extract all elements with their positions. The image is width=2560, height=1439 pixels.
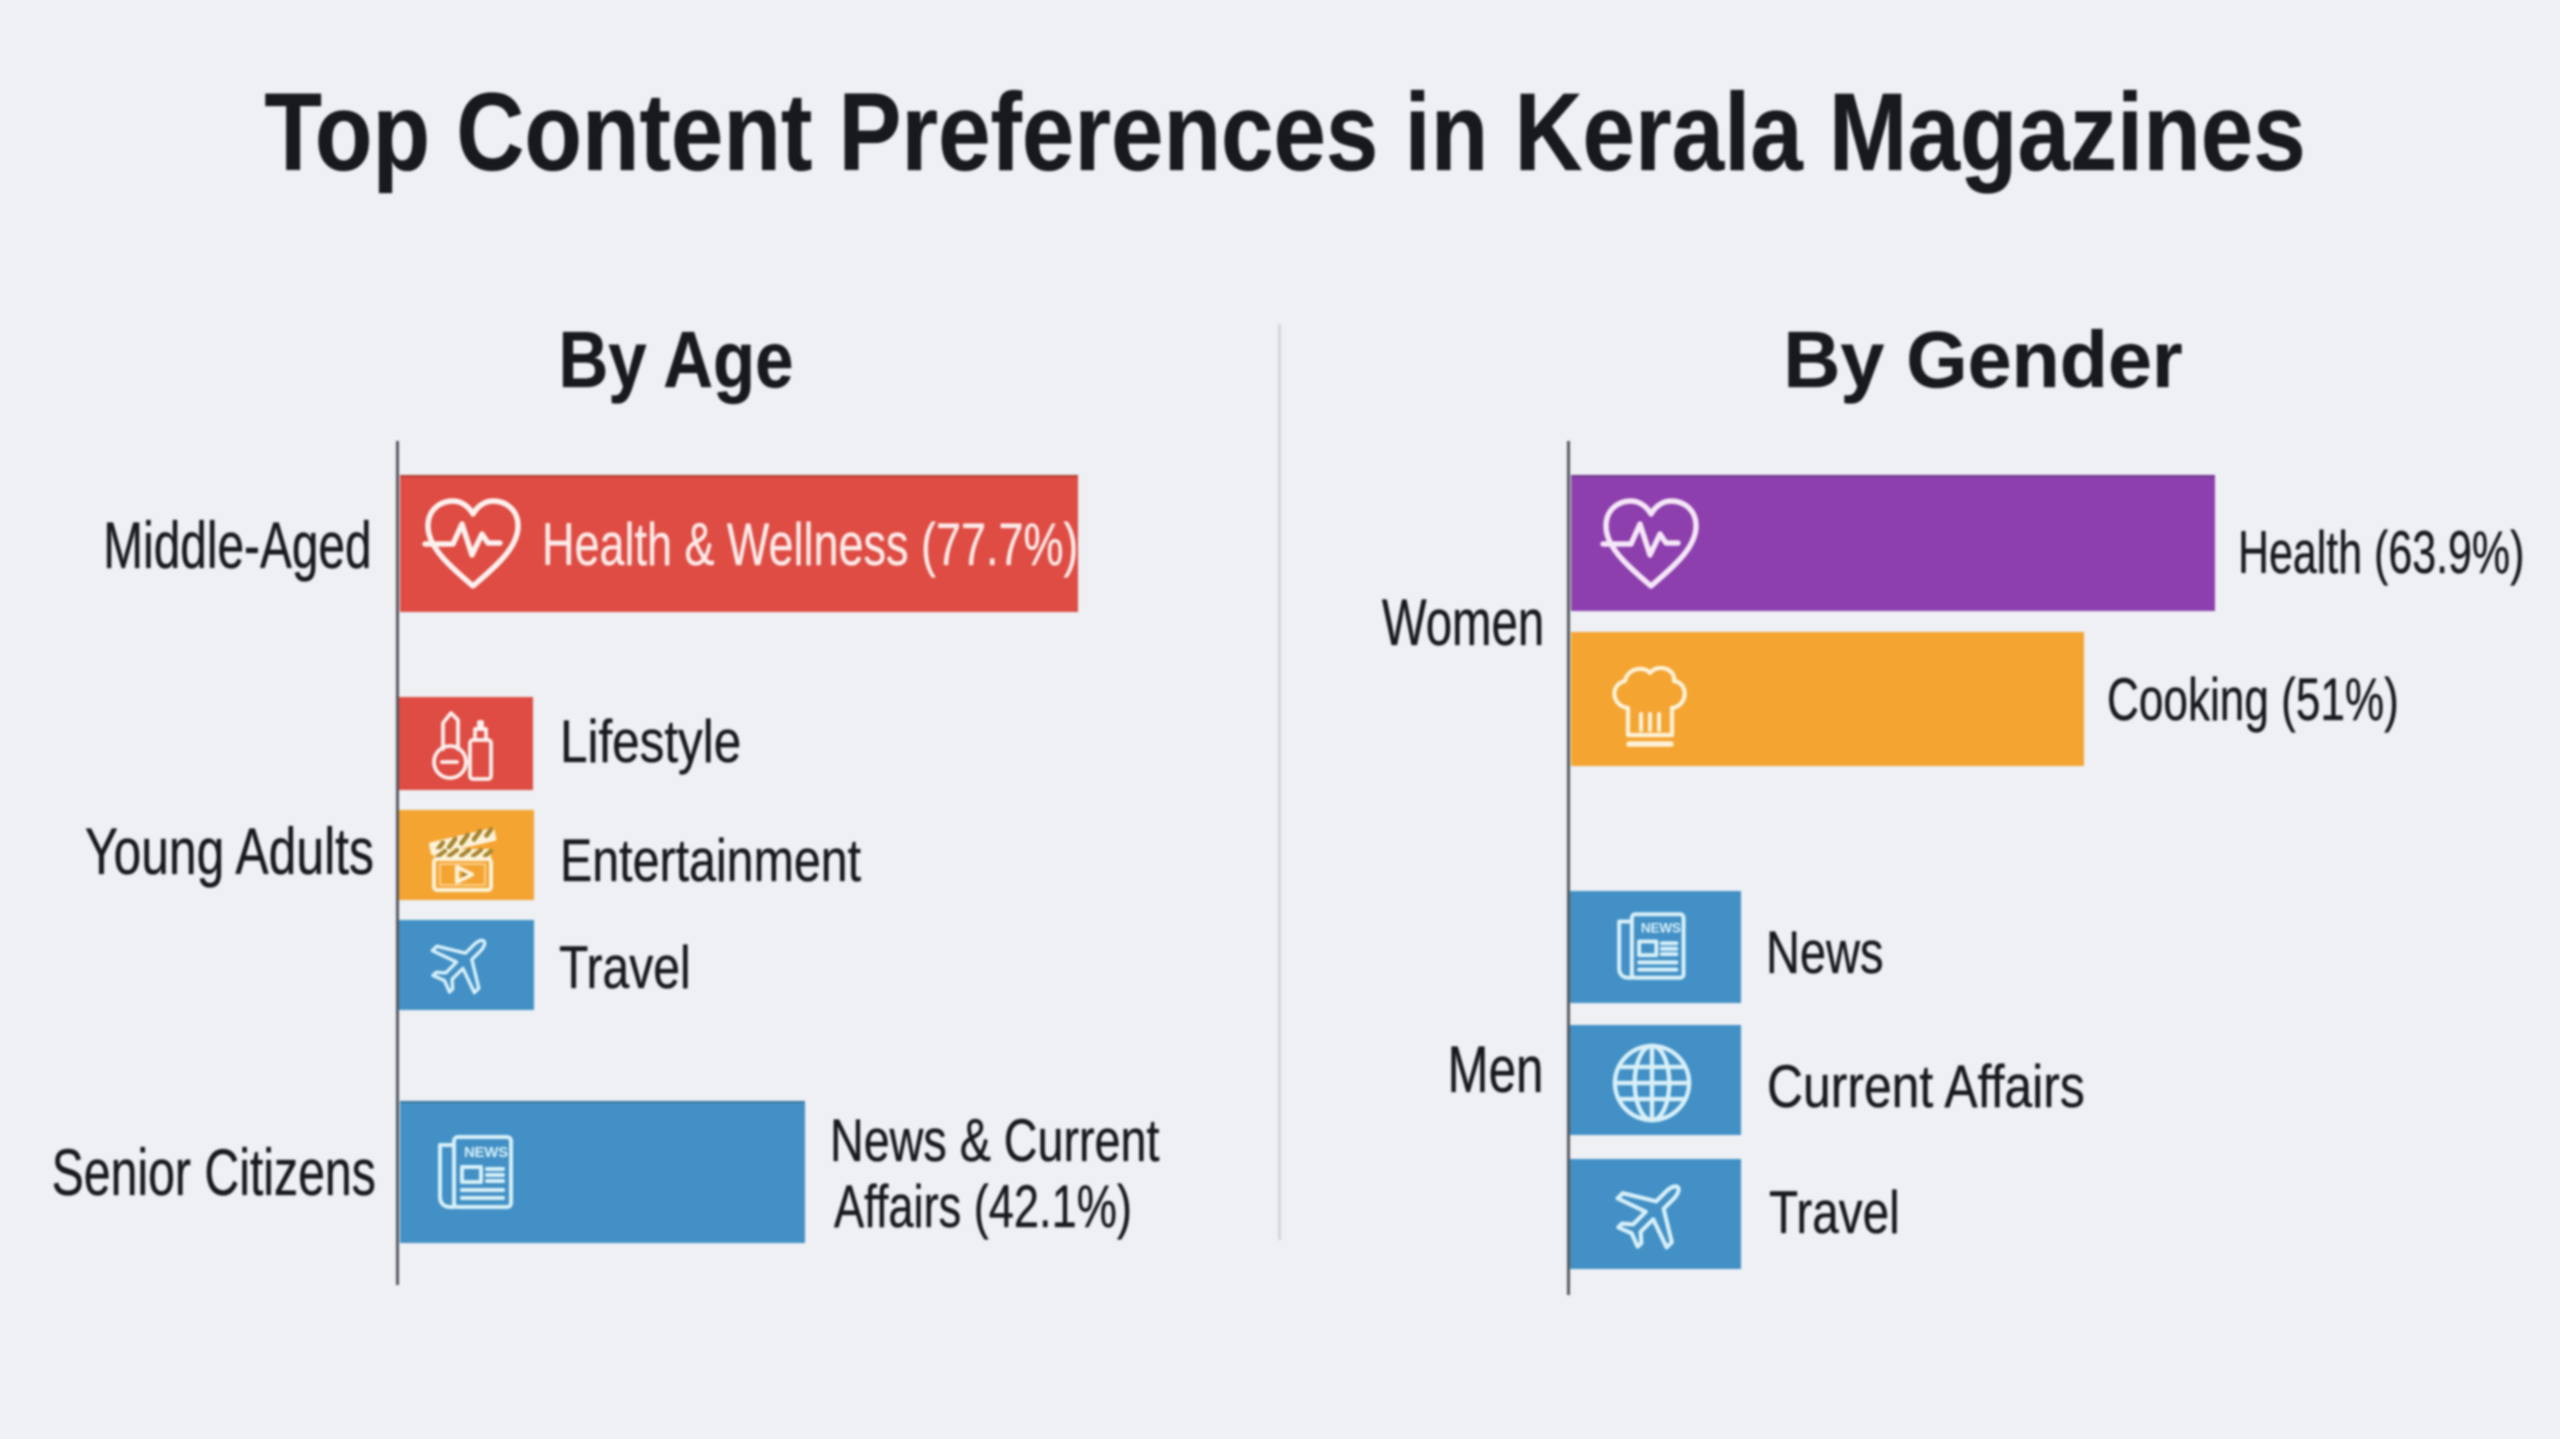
svg-text:NEWS: NEWS: [464, 1144, 508, 1161]
svg-text:NEWS: NEWS: [1641, 920, 1681, 935]
